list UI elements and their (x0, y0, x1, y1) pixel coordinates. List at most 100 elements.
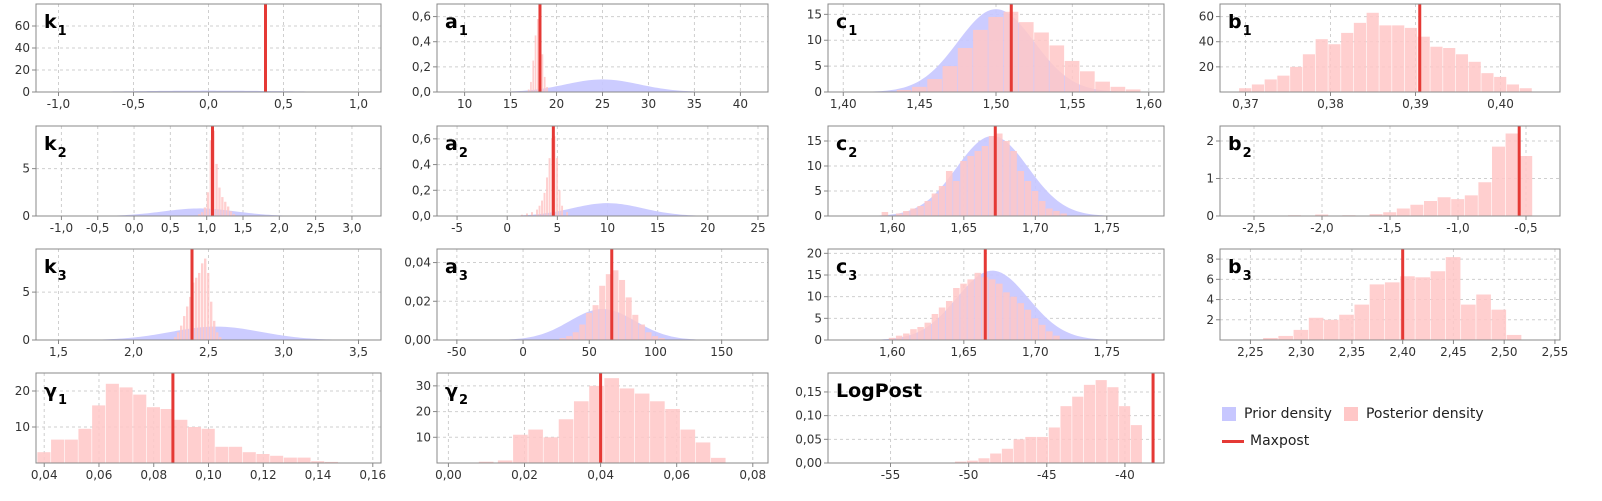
y-tick-label: 20 (1199, 60, 1214, 74)
posterior-bar (1037, 436, 1049, 463)
y-tick-label: 20 (416, 405, 431, 419)
posterior-bar (572, 332, 579, 340)
posterior-bar (1003, 141, 1010, 216)
posterior-bar (546, 177, 548, 216)
posterior-bar (1017, 171, 1024, 216)
posterior-bar (1464, 195, 1478, 216)
y-tick-label: 20 (15, 384, 30, 398)
y-tick-label: 1 (1206, 172, 1214, 186)
panel-title-subscript: 1 (1243, 24, 1252, 39)
posterior-bar (1053, 335, 1060, 340)
plot-c3-svg: 1,60 1,65 1,70 1,75 0 5 10 15 20 c3 (807, 246, 1165, 359)
posterior-bar (1491, 309, 1507, 340)
x-tick-label: 15 (650, 221, 665, 235)
posterior-bar (881, 212, 889, 216)
x-tick-label: 1,75 (1093, 221, 1120, 235)
x-tick-label: 1,75 (1093, 345, 1120, 359)
x-tick-label: -0,5 (122, 97, 145, 111)
x-tick-label: -50 (447, 345, 467, 359)
posterior-bar (1095, 81, 1110, 92)
plot-frame (1219, 3, 1561, 93)
posterior-bar (197, 214, 201, 216)
panel-title: k2 (44, 133, 67, 161)
x-tick-label: 0,37 (1232, 97, 1259, 111)
x-tick-label: 0 (503, 221, 511, 235)
panel-title: c3 (836, 256, 857, 284)
panel-title: k3 (44, 256, 67, 284)
x-tick-label: 50 (582, 345, 597, 359)
plot-k1-svg: -1,0 -0,5 0,0 0,5 1,0 0 20 40 60 k1 (15, 3, 382, 111)
x-tick-label: 25 (595, 97, 610, 111)
posterior-bar (1492, 146, 1505, 216)
posterior-bar (1046, 208, 1053, 216)
posterior-bar (1018, 22, 1034, 93)
x-tick-label: -5 (451, 221, 463, 235)
y-tick-label: 0,04 (404, 256, 431, 270)
y-tick-label: 0,00 (404, 333, 431, 347)
posterior-bar (219, 337, 222, 340)
x-tick-label: 1,60 (1135, 97, 1162, 111)
plot-frame (436, 372, 769, 464)
y-tick-label: 0,0 (412, 85, 431, 99)
posterior-bar (931, 193, 939, 216)
panel-title: LogPost (836, 380, 922, 402)
x-tick-label: 3,0 (274, 345, 293, 359)
posterior-bar (224, 201, 227, 216)
x-tick-label: -1,0 (47, 97, 70, 111)
posterior-bar (119, 387, 133, 463)
plot-k2-svg: -1,0 -0,5 0,0 0,5 1,0 1,5 2,0 2,5 3,0 0 5 k2 (22, 125, 382, 235)
posterior-bar (206, 192, 209, 216)
posterior-bar (187, 427, 202, 463)
posterior-bar (1505, 133, 1519, 216)
x-tick-label: 2,0 (124, 345, 143, 359)
posterior-bar (1519, 88, 1532, 92)
x-tick-label: 1,45 (906, 97, 933, 111)
x-tick-label: 1,0 (197, 221, 216, 235)
plot-frame (436, 248, 769, 341)
x-tick-label: 0,02 (511, 468, 538, 482)
posterior-bar (680, 429, 696, 463)
x-tick-label: 10 (600, 221, 615, 235)
posterior-bar (232, 214, 236, 216)
x-tick-label: 1,5 (49, 345, 68, 359)
posterior-bar (1353, 22, 1367, 92)
posterior-bar (160, 409, 174, 463)
panel-title: γ1 (44, 380, 67, 408)
posterior-bar (1031, 318, 1039, 340)
plot-b2: -2,5 -2,0 -1,5 -1,0 -0,5 0 1 2 b2 (1206, 125, 1561, 236)
y-tick-label: 0,10 (795, 409, 822, 423)
plot-frame (1219, 248, 1561, 341)
y-tick-label: 6 (1206, 272, 1214, 286)
panel-title: a2 (445, 133, 468, 161)
posterior-bar (924, 322, 932, 340)
y-tick-label: 5 (814, 311, 822, 325)
y-tick-label: 0,0 (412, 209, 431, 223)
posterior-bar (888, 337, 896, 340)
y-tick-label: 0,6 (412, 10, 431, 24)
posterior-bar (953, 181, 960, 216)
x-tick-label: 0,06 (86, 468, 113, 482)
posterior-bar (1053, 211, 1060, 216)
y-tick-label: 20 (807, 246, 822, 260)
posterior-bar (201, 428, 215, 463)
prior-swatch (1222, 407, 1236, 421)
posterior-bar (927, 79, 942, 92)
posterior-bar (912, 86, 927, 92)
y-tick-label: 0 (1206, 209, 1214, 223)
posterior-bar (990, 453, 1002, 463)
plot-a3: -50 0 50 100 150 0,00 0,02 0,04 a3 (404, 248, 769, 360)
x-tick-label: 2,0 (270, 221, 289, 235)
plot-frame (827, 248, 1165, 341)
panel-title-subscript: 1 (58, 393, 67, 408)
posterior-bar (1046, 331, 1053, 340)
posterior-bar (566, 336, 573, 340)
posterior-bar (174, 419, 188, 463)
legend: Prior density Posterior density Maxpost (1222, 400, 1582, 460)
plot-a2: -5 0 5 10 15 20 25 0,0 0,2 0,4 0,6 a2 (412, 125, 769, 236)
posterior-bar (1110, 86, 1126, 92)
x-tick-label: 2,40 (1389, 345, 1416, 359)
posterior-bar (1064, 60, 1080, 92)
posterior-bar (1072, 396, 1084, 463)
posterior-bar (903, 333, 910, 340)
